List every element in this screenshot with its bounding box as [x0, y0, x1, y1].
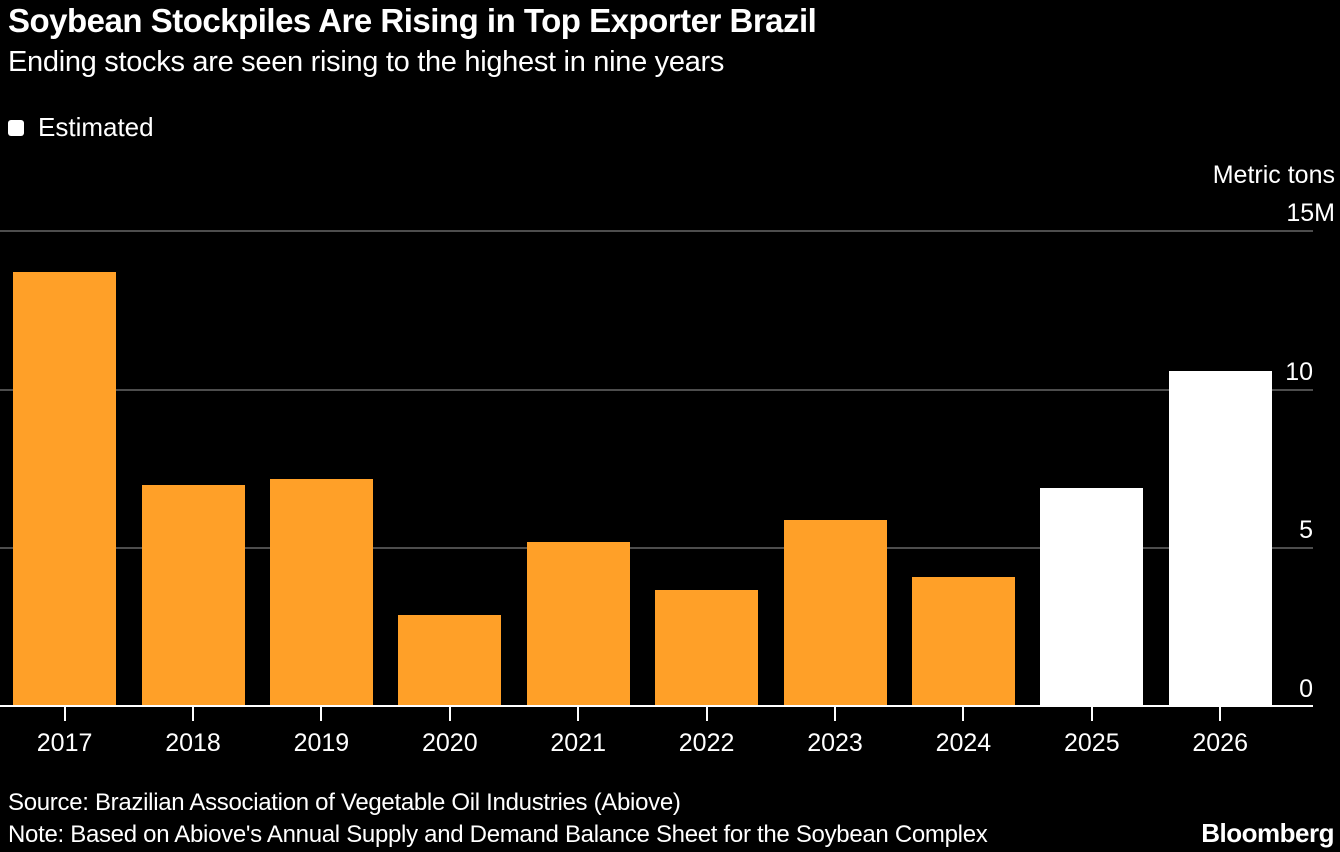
gridline-10	[0, 388, 1313, 391]
bar-2020	[398, 614, 502, 707]
x-axis-label-2017: 2017	[36, 729, 93, 757]
bar-2019	[269, 478, 373, 707]
x-tick-2021	[577, 707, 580, 721]
y-tick-label-5: 5	[1299, 516, 1313, 545]
bar-2021	[526, 541, 630, 707]
x-axis-label-2021: 2021	[550, 729, 606, 757]
bar-2026	[1168, 370, 1272, 707]
x-tick-2025	[1090, 707, 1093, 721]
bar-2018	[141, 484, 245, 707]
bar-2022	[655, 589, 759, 707]
estimated-swatch-icon	[8, 119, 24, 136]
bar-2024	[911, 576, 1015, 707]
y-tick-label-10: 10	[1285, 357, 1313, 386]
bar-2017	[13, 272, 117, 707]
y-axis-unit-label: Metric tons	[1212, 161, 1335, 189]
x-tick-2019	[320, 707, 323, 721]
y-tick-label-15M: 15M	[1286, 199, 1335, 227]
legend: Estimated	[8, 112, 154, 143]
x-axis-label-2022: 2022	[678, 729, 735, 757]
x-axis-line	[0, 705, 1313, 707]
x-tick-2017	[63, 707, 66, 721]
x-axis-label-2018: 2018	[165, 729, 221, 757]
gridline-15M	[0, 230, 1313, 232]
x-axis-label-2019: 2019	[293, 729, 350, 757]
chart-title: Soybean Stockpiles Are Rising in Top Exp…	[8, 2, 817, 39]
bloomberg-logo: Bloomberg	[1201, 818, 1334, 848]
x-tick-2023	[834, 707, 836, 721]
bar-2025	[1040, 488, 1144, 707]
bar-2023	[783, 519, 887, 707]
chart-subtitle: Ending stocks are seen rising to the hig…	[8, 46, 725, 78]
y-tick-label-0: 0	[1299, 675, 1313, 703]
x-axis-label-2025: 2025	[1063, 729, 1120, 757]
x-axis-label-2023: 2023	[807, 729, 863, 757]
x-tick-2022	[705, 707, 708, 721]
source-text: Source: Brazilian Association of Vegetab…	[8, 789, 681, 816]
x-axis-label-2020: 2020	[421, 729, 478, 757]
x-tick-2026	[1219, 707, 1222, 721]
legend-estimated-label: Estimated	[38, 112, 154, 142]
note-text: Note: Based on Abiove's Annual Supply an…	[8, 821, 988, 848]
x-axis-label-2026: 2026	[1192, 729, 1248, 757]
gridline-5	[0, 547, 1313, 550]
x-tick-2018	[192, 707, 194, 721]
x-axis-label-2024: 2024	[935, 729, 992, 757]
x-tick-2020	[448, 707, 451, 721]
x-tick-2024	[962, 707, 965, 721]
